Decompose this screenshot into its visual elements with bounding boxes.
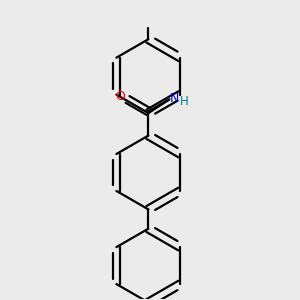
Text: O: O [116, 90, 125, 104]
Text: H: H [180, 95, 189, 108]
Text: N: N [169, 92, 179, 105]
